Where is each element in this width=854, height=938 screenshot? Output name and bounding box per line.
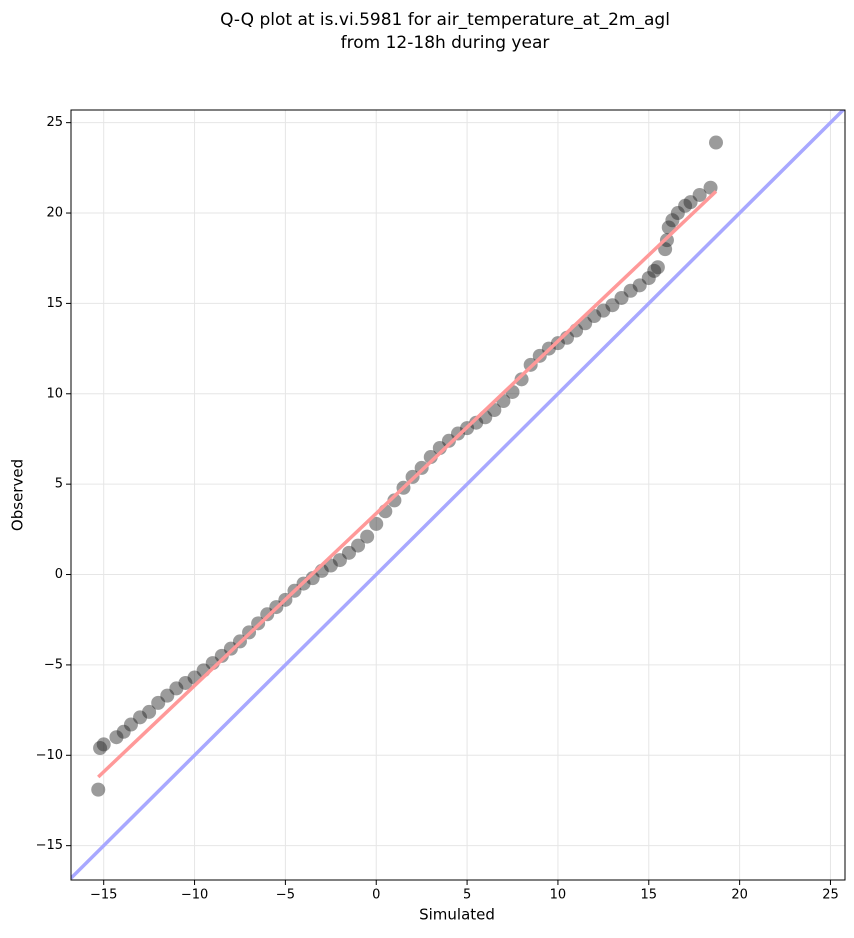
x-tick-label: 15 bbox=[641, 888, 658, 903]
plot-frame bbox=[70, 109, 846, 881]
x-tick-label: −15 bbox=[90, 888, 117, 903]
point bbox=[670, 206, 685, 221]
reference-line bbox=[71, 110, 845, 880]
point bbox=[665, 213, 680, 228]
x-tick-label: 10 bbox=[550, 888, 567, 903]
y-tick-label: −15 bbox=[36, 838, 63, 853]
point bbox=[142, 704, 157, 719]
point bbox=[596, 303, 611, 318]
point bbox=[160, 688, 175, 703]
point bbox=[469, 415, 484, 430]
y-tick-label: 0 bbox=[55, 567, 63, 582]
point bbox=[151, 695, 166, 710]
y-tick-label: 5 bbox=[55, 477, 63, 492]
chart-title: from 12-18h during year bbox=[341, 33, 550, 53]
point bbox=[678, 198, 693, 213]
point bbox=[96, 737, 111, 752]
point bbox=[532, 348, 547, 363]
point bbox=[133, 710, 148, 725]
point bbox=[360, 529, 375, 544]
y-tick-label: 25 bbox=[46, 115, 63, 130]
point bbox=[387, 493, 402, 508]
point bbox=[169, 681, 184, 696]
x-tick-label: −5 bbox=[276, 888, 295, 903]
point bbox=[123, 717, 138, 732]
y-tick-label: −10 bbox=[36, 748, 63, 763]
point bbox=[614, 290, 629, 305]
x-tick-label: 0 bbox=[372, 888, 380, 903]
point bbox=[116, 724, 131, 739]
point bbox=[369, 516, 384, 531]
point bbox=[341, 545, 356, 560]
point bbox=[605, 298, 620, 313]
point bbox=[93, 741, 108, 756]
point bbox=[514, 372, 529, 387]
point bbox=[587, 309, 602, 324]
y-axis-label: Observed bbox=[9, 459, 27, 531]
y-tick-label: −5 bbox=[44, 657, 63, 672]
y-tick-label: 10 bbox=[46, 386, 63, 401]
chart-title: Q-Q plot at is.vi.5981 for air_temperatu… bbox=[220, 10, 670, 30]
point bbox=[623, 283, 638, 298]
point bbox=[109, 730, 124, 745]
point bbox=[658, 242, 673, 257]
point bbox=[647, 263, 662, 278]
point bbox=[641, 271, 656, 286]
point bbox=[709, 135, 723, 150]
point bbox=[650, 260, 665, 275]
x-tick-label: 20 bbox=[731, 888, 748, 903]
point bbox=[332, 553, 347, 568]
y-tick-label: 20 bbox=[46, 206, 63, 221]
point bbox=[223, 641, 238, 656]
x-tick-label: 5 bbox=[463, 888, 471, 903]
point bbox=[683, 195, 698, 210]
reference-line bbox=[97, 190, 718, 779]
point bbox=[91, 782, 106, 797]
point bbox=[692, 187, 707, 202]
x-tick-label: −10 bbox=[181, 888, 208, 903]
point bbox=[441, 433, 456, 448]
point bbox=[178, 675, 193, 690]
y-tick-label: 15 bbox=[46, 296, 63, 311]
point bbox=[632, 278, 647, 293]
x-axis-label: Simulated bbox=[419, 906, 495, 924]
point bbox=[214, 648, 229, 663]
x-tick-label: 25 bbox=[822, 888, 839, 903]
point bbox=[351, 538, 366, 553]
